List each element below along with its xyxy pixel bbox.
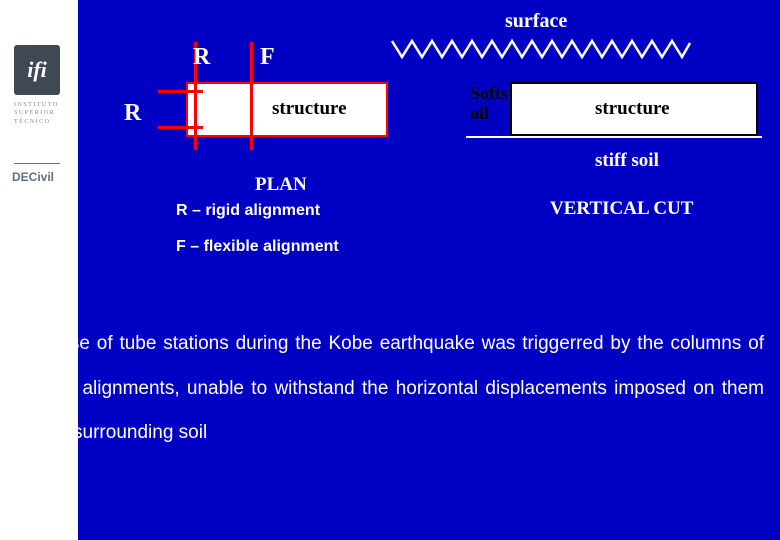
surface-zigzag-icon — [390, 38, 692, 62]
legend-r: R – rigid alignment — [176, 202, 320, 220]
plan-wall-h2 — [158, 126, 203, 129]
logo-icon: ifi — [14, 45, 60, 95]
cut-bottom-line — [466, 136, 762, 138]
legend-f: F – flexible alignment — [176, 238, 339, 256]
soft-soil-label: Softsoil — [470, 84, 514, 124]
surface-label: surface — [505, 10, 567, 33]
body-paragraph: Collapse of tube stations during the Kob… — [16, 322, 764, 456]
slide-content — [78, 0, 780, 540]
plan-structure-label: structure — [272, 98, 347, 120]
inst-line: TÉCNICO — [14, 118, 60, 126]
label-f-top: F — [260, 44, 275, 71]
logo: ifi INSTITUTO SUPERIOR TÉCNICO — [14, 45, 60, 126]
plan-wall-f — [250, 42, 253, 150]
stiff-soil-label: stiff soil — [595, 150, 659, 172]
vertical-cut-caption: VERTICAL CUT — [550, 198, 693, 220]
sidebar-divider — [14, 163, 60, 164]
cut-structure-label: structure — [595, 98, 670, 120]
plan-caption: PLAN — [255, 174, 307, 196]
plan-wall-h1 — [158, 90, 203, 93]
label-r-top: R — [193, 44, 210, 71]
institution-name: INSTITUTO SUPERIOR TÉCNICO — [14, 101, 60, 126]
label-r-left: R — [124, 100, 141, 127]
inst-line: INSTITUTO — [14, 101, 60, 109]
inst-line: SUPERIOR — [14, 109, 60, 117]
sidebar: ifi INSTITUTO SUPERIOR TÉCNICO DECivil — [0, 0, 78, 540]
department-label: DECivil — [12, 170, 54, 184]
